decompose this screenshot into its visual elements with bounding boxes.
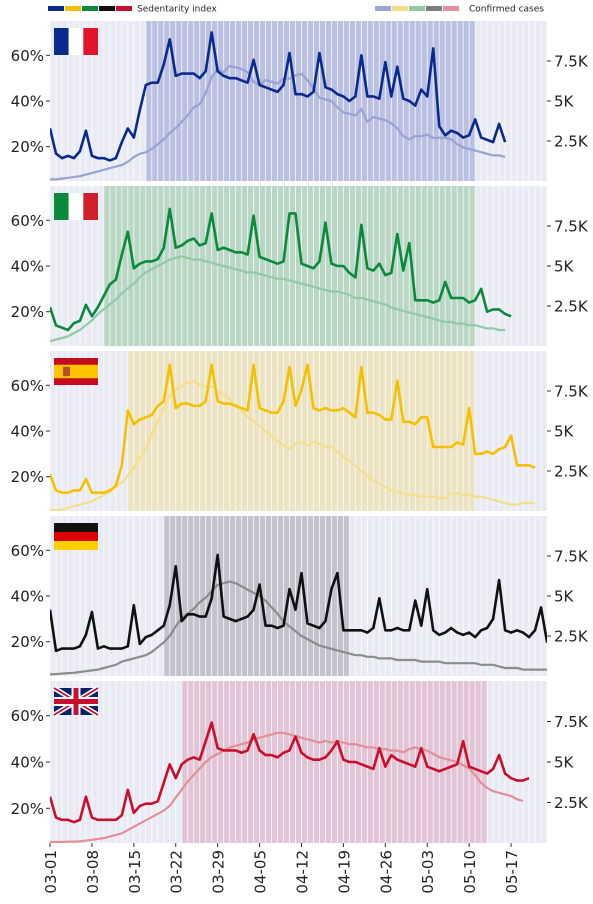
y-tick-label-left: 20% <box>11 303 44 321</box>
sedentarity-line <box>50 363 536 495</box>
y-tick-label-left: 40% <box>11 588 44 606</box>
y-tick-label-left: 60% <box>11 47 44 65</box>
flag-stripe <box>68 28 84 55</box>
y-tick-label-right: 7.5K <box>554 713 589 731</box>
cases-line <box>50 580 547 676</box>
y-tick-label-right: 2.5K <box>554 794 589 812</box>
legend: Sedentarity index Confirmed cases <box>48 5 544 15</box>
legend-swatch <box>409 6 425 11</box>
flag-stripe <box>54 28 69 55</box>
y-tick-label-left: 20% <box>11 468 44 486</box>
y-tick-label-right: 7.5K <box>554 383 589 401</box>
y-tick-label-left: 40% <box>11 258 44 276</box>
lockdown-period <box>181 681 488 843</box>
x-tick-label: 04-19 <box>335 850 353 894</box>
legend-swatch <box>82 6 98 11</box>
y-tick-label-left: 20% <box>11 138 44 156</box>
legend-swatch <box>99 6 115 11</box>
spain-flag <box>54 358 98 385</box>
panel-germany: 20% 40% 60% 2.5K 5K 7.5K <box>11 516 589 676</box>
x-tick-label: 03-29 <box>210 850 228 894</box>
y-tick-label-left: 60% <box>11 212 44 230</box>
y-tick-label-right: 2.5K <box>554 628 589 646</box>
y-tick-label-right: 5K <box>554 588 575 606</box>
sedentarity-line <box>50 553 547 653</box>
panel-france: 20% 40% 60% 2.5K 5K 7.5K <box>11 21 589 181</box>
x-tick-label: 03-01 <box>42 850 60 894</box>
flag-stripe <box>83 28 98 55</box>
x-tick-label: 05-17 <box>503 850 521 894</box>
flag-stripe <box>54 523 98 532</box>
italy-flag <box>54 193 98 220</box>
france-flag <box>54 28 98 55</box>
cases-line <box>50 731 524 843</box>
legend-swatch <box>375 6 391 11</box>
y-tick-label-right: 2.5K <box>554 463 589 481</box>
cases-legend-swatches <box>375 6 459 11</box>
sedentarity-line <box>50 31 507 162</box>
y-tick-label-right: 5K <box>554 258 575 276</box>
x-tick-label: 04-05 <box>252 850 270 894</box>
cases-line <box>50 64 506 181</box>
flag-emblem <box>63 366 70 377</box>
flag-stripe <box>54 193 69 220</box>
y-tick-label-left: 40% <box>11 754 44 772</box>
y-tick-label-right: 5K <box>554 754 575 772</box>
y-tick-label-left: 60% <box>11 707 44 725</box>
y-tick-label-right: 7.5K <box>554 53 589 71</box>
flag-stripe <box>54 541 98 550</box>
legend-swatch <box>392 6 408 11</box>
cases-line <box>50 380 536 511</box>
x-tick-label: 03-22 <box>168 850 186 894</box>
legend-swatch <box>443 6 459 11</box>
flag-stripe <box>54 532 98 541</box>
flag-cross-red <box>54 699 98 704</box>
x-axis: 03-01 03-08 03-15 03-22 03-29 04-05 04-12 04-19… <box>42 843 521 894</box>
flag-stripe <box>83 193 98 220</box>
x-tick-label: 03-15 <box>126 850 144 894</box>
lockdown-period <box>145 21 476 181</box>
panel-spain: 20% 40% 60% 2.5K 5K 7.5K <box>11 351 589 511</box>
y-tick-label-left: 20% <box>11 800 44 818</box>
cases-legend-label: Confirmed cases <box>469 5 544 15</box>
flag-stripe <box>54 364 98 379</box>
day-gridlines <box>50 351 547 511</box>
flag-stripe <box>68 193 84 220</box>
sedentarity-line <box>50 207 512 332</box>
panels: 20%40%60%2.5K5K7.5K20%40%60%2.5K5K7.5K20… <box>11 21 589 843</box>
panel-uk: 20% 40% 60% 2.5K 5K 7.5K <box>11 681 589 843</box>
x-tick-label: 05-03 <box>419 850 437 894</box>
uk-flag <box>52 685 100 718</box>
y-tick-label-right: 5K <box>554 423 575 441</box>
sedentarity-legend-swatches <box>48 6 132 11</box>
y-tick-label-right: 2.5K <box>554 133 589 151</box>
y-tick-label-left: 60% <box>11 377 44 395</box>
x-tick-label: 03-08 <box>84 850 102 894</box>
y-tick-label-right: 7.5K <box>554 548 589 566</box>
y-tick-label-right: 2.5K <box>554 298 589 316</box>
cases-line <box>50 255 506 343</box>
sedentarity-line <box>50 721 530 824</box>
y-tick-label-left: 20% <box>11 633 44 651</box>
x-tick-label: 05-10 <box>461 850 479 894</box>
sedentarity-legend-label: Sedentarity index <box>137 5 217 15</box>
legend-swatch <box>65 6 81 11</box>
x-tick-label: 04-12 <box>293 850 311 894</box>
y-tick-label-right: 5K <box>554 93 575 111</box>
y-tick-label-left: 40% <box>11 423 44 441</box>
legend-swatch <box>426 6 442 11</box>
legend-swatch <box>116 6 132 11</box>
x-tick-label: 04-26 <box>377 850 395 894</box>
legend-swatch <box>48 6 64 11</box>
y-tick-label-right: 7.5K <box>554 218 589 236</box>
panel-italy: 20% 40% 60% 2.5K 5K 7.5K <box>11 186 589 346</box>
y-tick-label-left: 60% <box>11 542 44 560</box>
y-tick-label-left: 40% <box>11 93 44 111</box>
germany-flag <box>54 523 98 550</box>
